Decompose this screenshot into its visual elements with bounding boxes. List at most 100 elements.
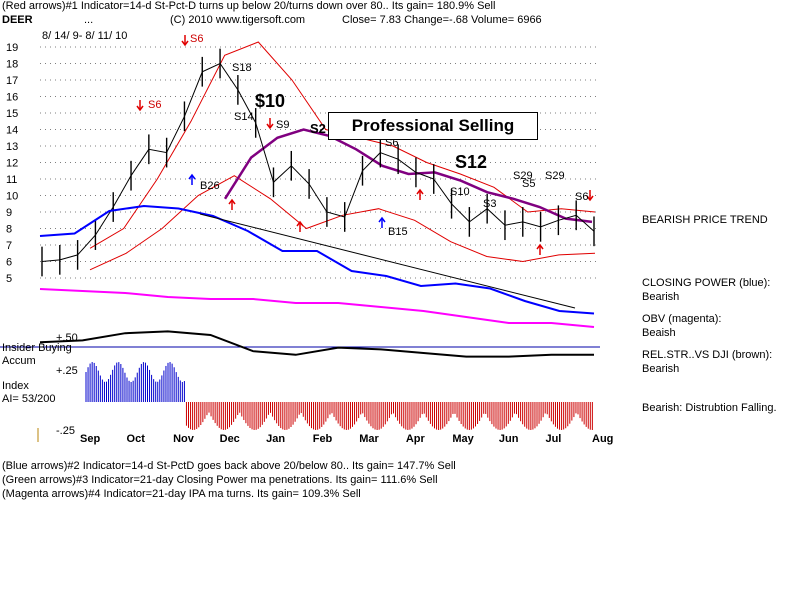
- closing-power-note: CLOSING POWER (blue): Bearish: [642, 276, 770, 304]
- x-tick-label: Oct: [127, 433, 146, 445]
- signal-label: S14: [234, 111, 254, 123]
- moving-average: [223, 128, 593, 224]
- x-tick-label: Apr: [406, 433, 426, 445]
- y-tick-labels: 19 18 17 16 15 14 13 12 11 10 9 8 7 6 5: [6, 42, 18, 285]
- signal-label: S2: [310, 121, 326, 136]
- signal-arrow-head: [296, 220, 304, 227]
- ma-line: [223, 128, 593, 224]
- obv-title: OBV (magenta):: [642, 313, 722, 325]
- obv-line: [39, 288, 595, 328]
- obv-line: [39, 288, 595, 328]
- closing-power-title: CLOSING POWER (blue):: [642, 277, 771, 289]
- rel-str-line: [39, 330, 594, 358]
- signal-label: B15: [388, 226, 408, 238]
- x-tick-label: Aug: [592, 433, 613, 445]
- signal-arrow-head: [188, 173, 196, 180]
- signal-label: S10: [450, 186, 470, 198]
- index-label: Index: [2, 380, 29, 392]
- price-trend-note: BEARISH PRICE TREND: [642, 214, 768, 226]
- obv-value: Beaish: [642, 327, 676, 339]
- y-tick-label: 14: [6, 125, 18, 137]
- price-bands: [89, 41, 596, 271]
- y-tick-label: 5: [6, 273, 12, 285]
- y-tick-label: 13: [6, 141, 18, 153]
- indicator2-footer: (Blue arrows)#2 Indicator=14-d St-PctD g…: [2, 460, 456, 472]
- y-tick-label: 9: [6, 207, 12, 219]
- y-tick-label: 8: [6, 224, 12, 236]
- indicator4-footer: (Magenta arrows)#4 Indicator=21-day IPA …: [2, 488, 361, 500]
- x-tick-label: Mar: [359, 433, 379, 445]
- x-tick-label: Jul: [545, 433, 561, 445]
- signal-label: S6: [190, 33, 203, 45]
- signal-label: B26: [200, 180, 220, 192]
- rel-str-value: Bearish: [642, 363, 680, 375]
- x-tick-label: Dec: [220, 433, 240, 445]
- x-tick-label: May: [452, 433, 474, 445]
- signal-label: S6: [575, 191, 588, 203]
- professional-selling-annotation: Professional Selling: [328, 112, 538, 140]
- y-tick-label: 10: [6, 191, 18, 203]
- x-tick-label: Nov: [173, 433, 195, 445]
- accum-index-bars: [85, 362, 593, 430]
- plus50-label: +.50: [56, 332, 78, 344]
- y-tick-label: 18: [6, 59, 18, 71]
- signal-arrow-head: [416, 188, 424, 195]
- close-info: Close= 7.83 Change=-.68 Volume= 6966: [342, 14, 542, 26]
- signal-label: S9: [276, 119, 289, 131]
- date-range: 8/ 14/ 9- 8/ 11/ 10: [42, 30, 128, 42]
- signal-arrow-head: [228, 198, 236, 205]
- signal-label: $10: [255, 91, 285, 111]
- signal-arrows: [136, 35, 594, 255]
- closing-power-line: [39, 204, 595, 315]
- closing-power-value: Bearish: [642, 291, 680, 303]
- price-bars: [41, 48, 595, 277]
- y-tick-label: 16: [6, 92, 18, 104]
- x-tick-label: Feb: [313, 433, 333, 445]
- signal-arrow-head: [136, 105, 144, 112]
- lower-band: [89, 175, 596, 271]
- indicator3-footer: (Green arrows)#3 Indicator=21-day Closin…: [2, 474, 438, 486]
- cp-trendline: [199, 213, 576, 309]
- ticker-symbol: DEER: [2, 14, 33, 26]
- accum-note: Bearish: Distrubtion Falling.: [642, 402, 777, 414]
- x-tick-label: Jan: [266, 433, 285, 445]
- chart-grid: [0, 46, 600, 442]
- signal-label: S6: [385, 137, 398, 149]
- x-tick-labels: Sep Oct Nov Dec Jan Feb Mar Apr May Jun Jul Aug: [80, 433, 613, 445]
- signal-label: S3: [483, 198, 496, 210]
- signal-arrow-head: [536, 243, 544, 250]
- ai-value-label: AI= 53/200: [2, 393, 56, 405]
- accum-label: Accum: [2, 355, 36, 367]
- signal-arrow-head: [586, 195, 594, 202]
- signal-label: S18: [232, 62, 252, 74]
- y-tick-label: 7: [6, 240, 12, 252]
- y-tick-label: 6: [6, 257, 12, 269]
- minus25-label: -.25: [56, 425, 75, 437]
- upper-band: [89, 41, 596, 249]
- y-tick-label: 15: [6, 108, 18, 120]
- signal-label: S29: [513, 170, 533, 182]
- signal-label: S29: [545, 170, 565, 182]
- rel-str-title: REL.STR..VS DJI (brown):: [642, 349, 773, 361]
- y-tick-label: 12: [6, 158, 18, 170]
- signal-arrow-head: [378, 216, 386, 223]
- rel-str-line: [39, 330, 594, 358]
- ticker-dots: ...: [84, 14, 94, 26]
- signal-label: S5: [522, 178, 535, 190]
- plus25-label: +.25: [56, 365, 78, 377]
- indicator1-header: (Red arrows)#1 Indicator=14-d St-Pct-D t…: [2, 0, 496, 12]
- x-tick-label: Jun: [499, 433, 519, 445]
- x-tick-label: Sep: [80, 433, 100, 445]
- signal-arrow-head: [266, 123, 274, 130]
- obv-note: OBV (magenta): Beaish: [642, 312, 721, 340]
- y-tick-label: 11: [6, 174, 17, 186]
- signal-arrow-head: [181, 40, 189, 47]
- closing-power-line: [39, 204, 595, 315]
- signal-label: S6: [148, 99, 161, 111]
- y-tick-label: 19: [6, 42, 18, 54]
- y-tick-label: 17: [6, 75, 18, 87]
- copyright: (C) 2010 www.tigersoft.com: [170, 14, 306, 26]
- price-line: [41, 62, 595, 262]
